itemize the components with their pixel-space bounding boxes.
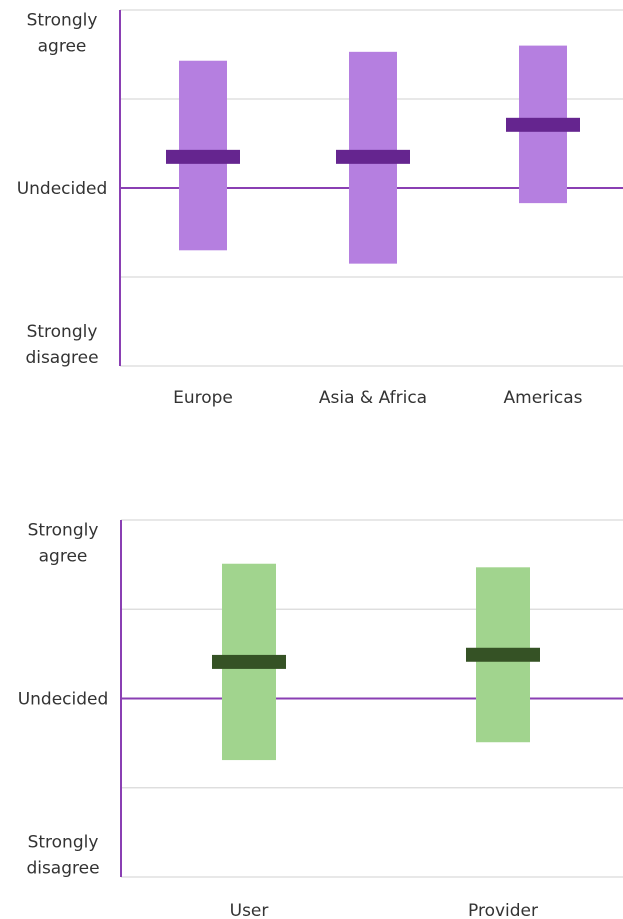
y-tick-label: Strongly agree bbox=[28, 520, 99, 566]
center-marker bbox=[466, 647, 540, 662]
y-tick-label-line: Strongly bbox=[28, 520, 99, 540]
y-tick-label-line: Undecided bbox=[18, 690, 109, 710]
center-marker bbox=[166, 149, 240, 164]
chart-2: Strongly agree Undecided Strongly disagree Us… bbox=[18, 519, 623, 919]
y-tick-label-line: disagree bbox=[25, 348, 98, 368]
y-tick-label-line: Strongly bbox=[27, 10, 98, 30]
y-tick-label-line: agree bbox=[38, 36, 87, 56]
category-label: User bbox=[230, 901, 269, 919]
y-tick-label-line: Strongly bbox=[27, 322, 98, 342]
category-label: Asia & Africa bbox=[319, 388, 427, 408]
y-tick-label: Strongly disagree bbox=[25, 322, 98, 368]
category-label: Europe bbox=[173, 388, 233, 408]
y-tick-label-line: disagree bbox=[26, 859, 99, 879]
y-tick-label: Undecided bbox=[18, 690, 109, 710]
center-marker bbox=[336, 149, 410, 164]
y-tick-label-line: Undecided bbox=[17, 179, 108, 199]
y-tick-label: Strongly disagree bbox=[26, 833, 99, 879]
y-tick-label: Undecided bbox=[17, 179, 108, 199]
center-marker bbox=[506, 117, 580, 132]
center-marker bbox=[212, 654, 286, 669]
category-label: Provider bbox=[468, 901, 538, 919]
y-tick-label: Strongly agree bbox=[27, 10, 98, 56]
y-tick-label-line: Strongly bbox=[28, 833, 99, 853]
chart-1: Strongly agree Undecided Strongly disagree Eu… bbox=[17, 9, 623, 408]
y-tick-label-line: agree bbox=[39, 546, 88, 566]
category-label: Americas bbox=[504, 388, 583, 408]
